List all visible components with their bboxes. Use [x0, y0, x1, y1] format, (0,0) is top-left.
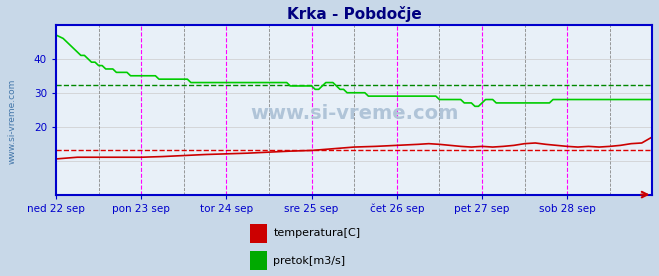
Text: pretok[m3/s]: pretok[m3/s] [273, 256, 345, 266]
Text: www.si-vreme.com: www.si-vreme.com [250, 104, 459, 123]
Title: Krka - Pobdočje: Krka - Pobdočje [287, 6, 422, 22]
Text: temperatura[C]: temperatura[C] [273, 228, 360, 238]
Text: www.si-vreme.com: www.si-vreme.com [8, 79, 17, 164]
